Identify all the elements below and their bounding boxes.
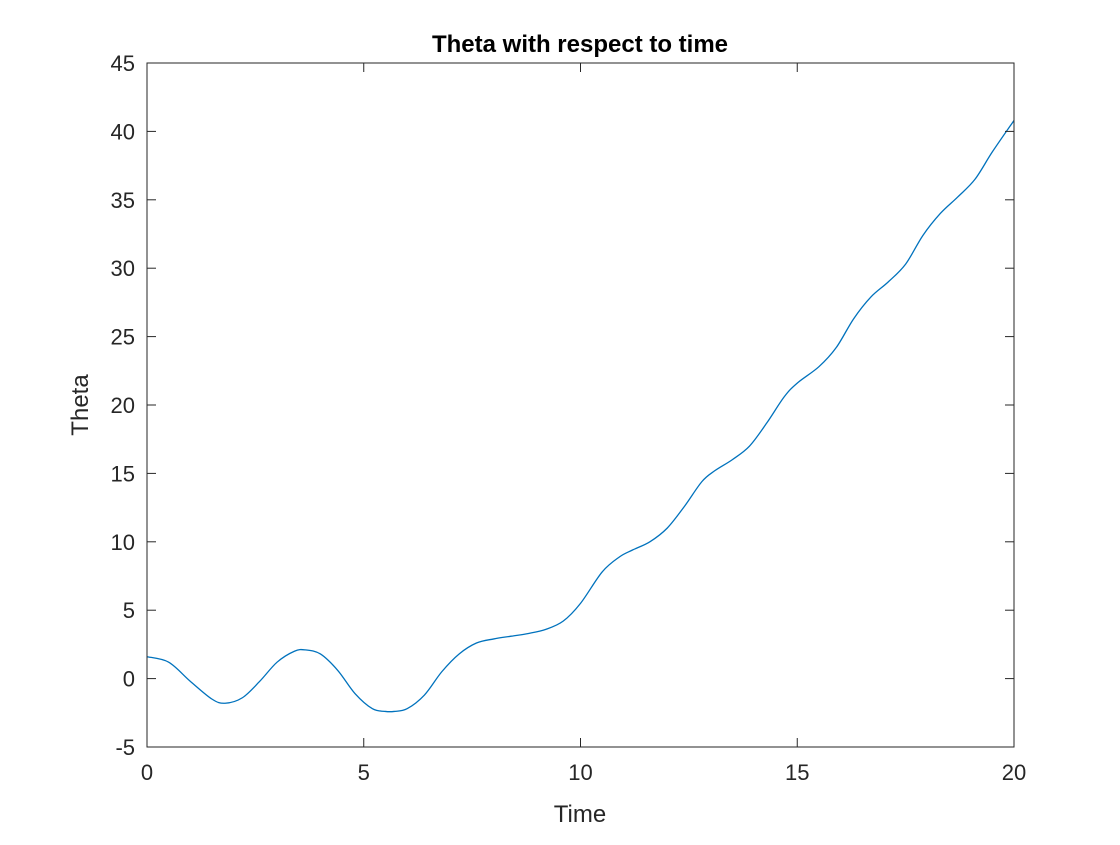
x-axis-label: Time bbox=[554, 801, 606, 828]
x-tick-label: 20 bbox=[1002, 760, 1026, 785]
y-tick-label: 5 bbox=[123, 598, 135, 623]
y-axis-label: Theta bbox=[67, 374, 94, 436]
series-line-0 bbox=[146, 120, 1015, 713]
y-tick-label: -5 bbox=[115, 735, 135, 760]
plot-area bbox=[147, 63, 1014, 747]
y-tick-label: 25 bbox=[111, 325, 135, 350]
y-tick-label: 15 bbox=[111, 461, 135, 486]
x-tick-label: 15 bbox=[785, 760, 809, 785]
y-tick-label: 30 bbox=[111, 256, 135, 281]
y-tick-label: 35 bbox=[111, 188, 135, 213]
y-tick-label: 20 bbox=[111, 393, 135, 418]
chart-title: Theta with respect to time bbox=[432, 31, 728, 58]
y-tick-label: 40 bbox=[111, 119, 135, 144]
x-tick-label: 5 bbox=[358, 760, 370, 785]
series-layer bbox=[146, 120, 1015, 713]
x-tick-label: 10 bbox=[568, 760, 592, 785]
y-tick-label: 10 bbox=[111, 530, 135, 555]
x-tick-label: 0 bbox=[141, 760, 153, 785]
y-tick-label: 45 bbox=[111, 51, 135, 76]
y-tick-label: 0 bbox=[123, 667, 135, 692]
